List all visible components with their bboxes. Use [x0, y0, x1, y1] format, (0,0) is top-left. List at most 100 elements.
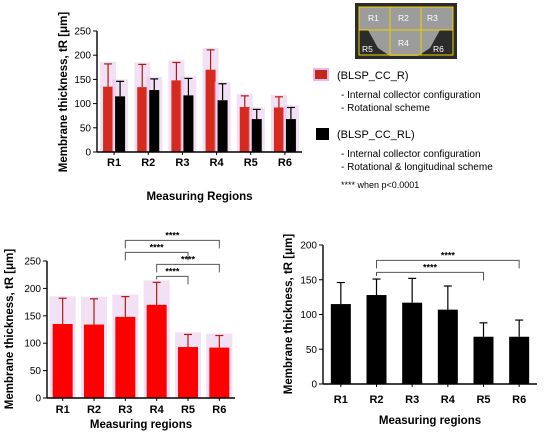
- legend-r-line2: - Rotational scheme: [341, 103, 430, 114]
- bar-r6-series-0: [509, 336, 530, 384]
- chart-grouped: 0 50 100 150 200 250 R1 R2 R3 R4 R5 R6 Measuring Reg…: [58, 12, 302, 203]
- bar-r4-series-0: [437, 309, 458, 384]
- x-tick-label-r1: R1: [334, 394, 348, 406]
- y-tick-label: 250: [74, 27, 91, 38]
- inset-label-r1: R1: [368, 13, 379, 23]
- bar-r3-series-0: [115, 316, 136, 398]
- bar-r2-series-0: [366, 295, 387, 384]
- x-tick-label-r2: R2: [141, 157, 155, 169]
- x-axis-label: Measuring regions: [379, 415, 481, 427]
- significance-stars: ****: [165, 230, 180, 240]
- chart-blsp-cc-r: 0 50 100 150 200 250 R1 R2 R3 R4 R5 R6 Measuring reg…: [4, 230, 235, 431]
- inset-label-r5: R5: [362, 44, 373, 54]
- x-tick-label-r2: R2: [87, 404, 101, 416]
- x-tick-label-r1: R1: [107, 157, 121, 169]
- y-tick-label: 50: [80, 123, 92, 134]
- legend-label-r: (BLSP_CC_R): [337, 70, 409, 82]
- x-tick-label-r2: R2: [369, 394, 383, 406]
- x-tick-label-r4: R4: [150, 404, 165, 416]
- y-tick-label: 150: [300, 275, 317, 286]
- legend-label-rl: (BLSP_CC_RL): [337, 129, 415, 141]
- inset-photo: R1 R2 R3 R4 R5 R6: [355, 3, 457, 59]
- x-tick-label-r6: R6: [278, 157, 292, 169]
- y-tick-label: 50: [306, 345, 318, 356]
- bar-r4-series-0: [146, 304, 167, 398]
- bar-r2-series-1: [149, 90, 160, 152]
- inset-grid: [358, 6, 454, 56]
- significance-bracket: [156, 263, 220, 273]
- x-tick-label-r6: R6: [212, 404, 226, 416]
- significance-bracket: [124, 239, 220, 249]
- y-axis-label: Membrane thickness, tR [μm]: [58, 12, 70, 173]
- legend-rl-line2: - Rotational & longitudinal scheme: [341, 162, 493, 173]
- x-axis-label: Measuring regions: [90, 419, 192, 431]
- inset-label-r6: R6: [433, 44, 444, 54]
- x-tick-label-r6: R6: [512, 394, 526, 406]
- x-tick-label-r4: R4: [441, 394, 456, 406]
- legend-significance-note: **** when p<0.0001: [341, 180, 419, 190]
- y-tick-label: 150: [24, 311, 41, 322]
- significance-stars: ****: [150, 242, 165, 252]
- significance-bracket: [156, 275, 189, 285]
- bar-r6-series-0: [209, 347, 230, 398]
- y-tick-label: 100: [24, 339, 41, 350]
- y-tick-label: 50: [30, 366, 42, 377]
- legend-swatch-r: [313, 68, 329, 81]
- y-tick-label: 0: [35, 394, 41, 405]
- legend-rl-line1: - Internal collector configuration: [341, 149, 481, 160]
- significance-bracket: [376, 271, 484, 281]
- significance-stars: ****: [165, 266, 180, 276]
- y-tick-label: 100: [74, 99, 91, 110]
- significance-bracket: [124, 251, 189, 261]
- y-tick-label: 200: [300, 241, 317, 252]
- bar-r5-series-0: [178, 347, 198, 398]
- bar-r5-series-1: [251, 119, 262, 152]
- x-tick-label-r5: R5: [181, 404, 195, 416]
- y-tick-label: 200: [24, 284, 41, 295]
- significance-bracket: [376, 259, 520, 269]
- significance-stars: ****: [423, 262, 438, 272]
- bar-r4-series-1: [217, 100, 228, 152]
- x-tick-label-r3: R3: [405, 394, 419, 406]
- bar-r5-series-0: [239, 106, 250, 152]
- x-axis-label: Measuring Regions: [146, 191, 252, 203]
- y-axis-label: Membrane thickness, tR [μm]: [4, 249, 16, 410]
- y-axis-label: Membrane thickness, tR [μm]: [283, 234, 295, 395]
- bar-r3-series-1: [183, 95, 194, 152]
- inset-label-r3: R3: [427, 13, 438, 23]
- bar-r6-series-1: [285, 119, 296, 152]
- chart-blsp-cc-rl: 0 50 100 150 200 R1 R2 R3 R4 R5 R6 Measuring region…: [283, 234, 537, 427]
- bar-r1-series-0: [103, 86, 114, 152]
- inset-specimen: [359, 7, 453, 56]
- inset-label-r2: R2: [398, 13, 409, 23]
- x-tick-label-r3: R3: [118, 404, 132, 416]
- x-tick-label-r1: R1: [56, 404, 70, 416]
- bar-r5-series-0: [473, 336, 494, 384]
- y-tick-label: 200: [74, 51, 91, 62]
- y-tick-label: 250: [24, 257, 41, 268]
- y-tick-label: 100: [300, 310, 317, 321]
- x-tick-label-r5: R5: [244, 157, 258, 169]
- bar-r1-series-0: [52, 324, 73, 398]
- bar-r2-series-0: [137, 87, 148, 152]
- y-tick-label: 0: [311, 380, 317, 391]
- bar-r4-series-0: [205, 69, 216, 152]
- bar-r2-series-0: [84, 324, 104, 398]
- y-tick-label: 0: [85, 148, 91, 159]
- bar-r6-series-0: [273, 107, 284, 152]
- bar-r1-series-1: [115, 96, 126, 152]
- y-tick-label: 150: [74, 75, 91, 86]
- bar-r1-series-0: [330, 304, 351, 384]
- x-tick-label-r4: R4: [210, 157, 225, 169]
- inset-label-r4: R4: [398, 38, 409, 48]
- x-tick-label-r3: R3: [175, 157, 189, 169]
- significance-stars: ****: [441, 250, 456, 260]
- x-tick-label-r5: R5: [476, 394, 490, 406]
- significance-stars: ****: [181, 254, 196, 264]
- legend: (BLSP_CC_R) - Internal collector configu…: [313, 68, 493, 190]
- legend-r-line1: - Internal collector configuration: [341, 90, 481, 101]
- bar-r3-series-0: [402, 302, 423, 384]
- bar-r3-series-0: [171, 80, 182, 152]
- legend-swatch-rl: [316, 128, 329, 140]
